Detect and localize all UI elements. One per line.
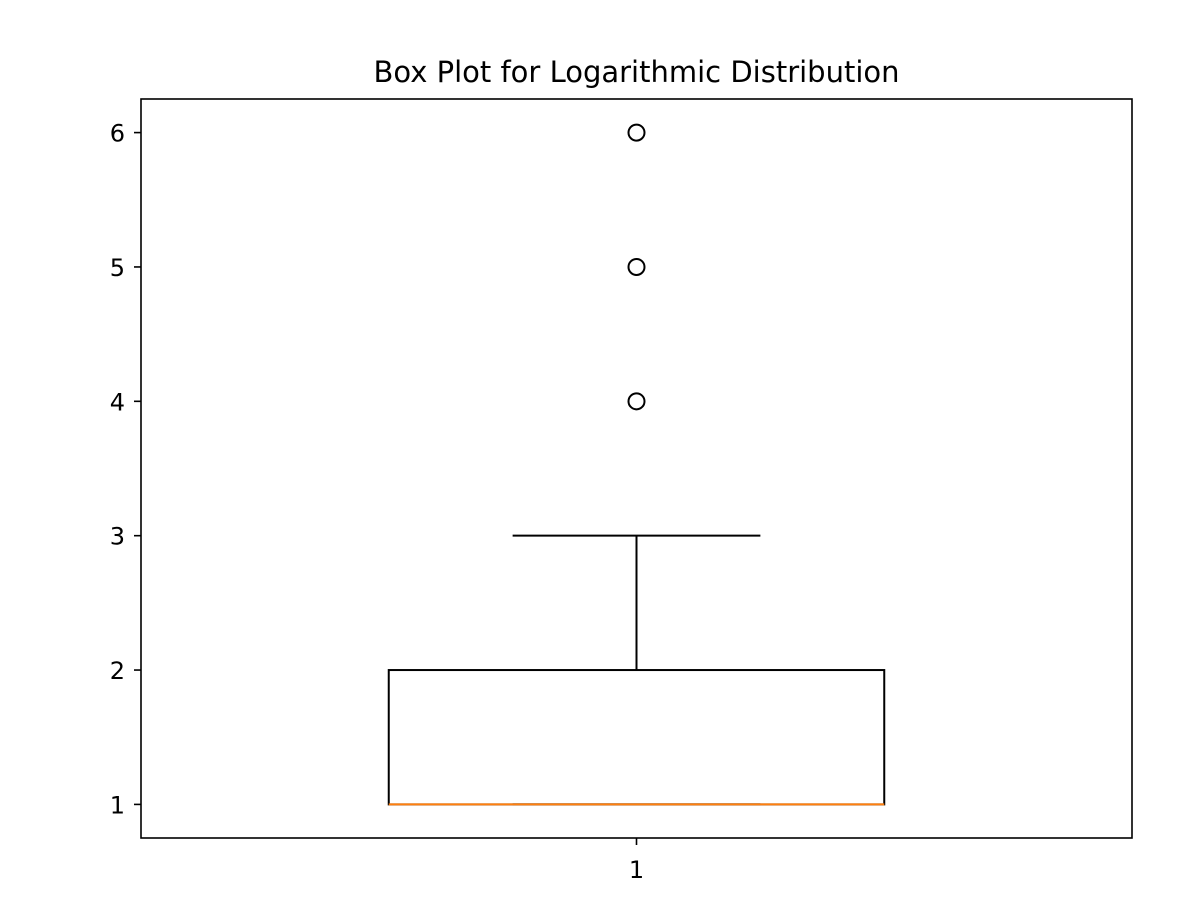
plot-area-frame — [140, 98, 1133, 839]
x-tick-label: 1 — [629, 856, 644, 884]
outlier-point — [627, 257, 646, 276]
y-tick-label: 1 — [110, 791, 125, 819]
outlier-point — [627, 392, 646, 411]
y-axis: 1 2 3 4 5 6 — [110, 120, 141, 819]
y-tick-label: 2 — [110, 657, 125, 685]
box-1 — [387, 123, 886, 806]
outlier-point — [627, 123, 646, 142]
box-iqr — [387, 669, 886, 806]
y-tick-label: 6 — [110, 120, 125, 148]
y-tick-label: 5 — [110, 254, 125, 282]
chart-title: Box Plot for Logarithmic Distribution — [373, 55, 899, 89]
x-axis: 1 — [629, 838, 644, 884]
y-tick-label: 3 — [110, 523, 125, 551]
y-tick-label: 4 — [110, 388, 125, 416]
box-series — [387, 123, 886, 806]
